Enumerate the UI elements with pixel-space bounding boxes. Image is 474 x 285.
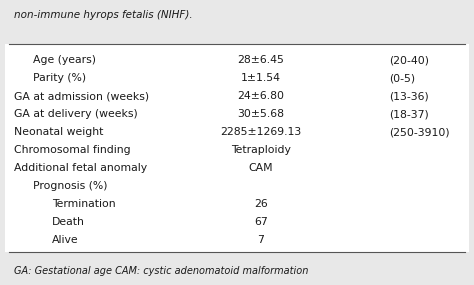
Bar [5, 44, 469, 252]
Text: 2285±1269.13: 2285±1269.13 [220, 127, 301, 137]
Text: (250-3910): (250-3910) [389, 127, 449, 137]
Text: GA at admission (weeks): GA at admission (weeks) [14, 91, 149, 101]
Text: Termination: Termination [52, 200, 116, 209]
Text: 28±6.45: 28±6.45 [237, 55, 284, 65]
Text: 30±5.68: 30±5.68 [237, 109, 284, 119]
Text: Age (years): Age (years) [33, 55, 96, 65]
Text: 1±1.54: 1±1.54 [241, 73, 281, 83]
Text: Parity (%): Parity (%) [33, 73, 86, 83]
Text: Death: Death [52, 217, 85, 227]
Text: Neonatal weight: Neonatal weight [14, 127, 104, 137]
Text: CAM: CAM [248, 163, 273, 173]
Text: 24±6.80: 24±6.80 [237, 91, 284, 101]
Text: non-immune hyrops fetalis (NIHF).: non-immune hyrops fetalis (NIHF). [14, 10, 193, 20]
Text: (20-40): (20-40) [389, 55, 428, 65]
Text: GA: Gestational age CAM: cystic adenomatoid malformation: GA: Gestational age CAM: cystic adenomat… [14, 266, 309, 276]
Text: Alive: Alive [52, 235, 79, 245]
Text: 7: 7 [257, 235, 264, 245]
Text: 26: 26 [254, 200, 268, 209]
Text: (0-5): (0-5) [389, 73, 415, 83]
Text: (13-36): (13-36) [389, 91, 428, 101]
Text: Prognosis (%): Prognosis (%) [33, 181, 108, 191]
Text: Additional fetal anomaly: Additional fetal anomaly [14, 163, 147, 173]
Text: Tetraploidy: Tetraploidy [231, 145, 291, 155]
Text: Chromosomal finding: Chromosomal finding [14, 145, 131, 155]
Text: 67: 67 [254, 217, 268, 227]
Text: GA at delivery (weeks): GA at delivery (weeks) [14, 109, 138, 119]
Text: (18-37): (18-37) [389, 109, 428, 119]
